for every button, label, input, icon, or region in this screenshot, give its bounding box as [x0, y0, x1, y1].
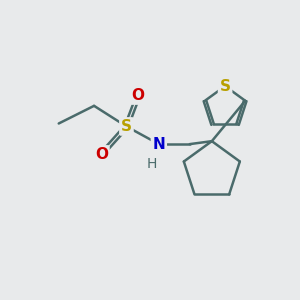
Text: O: O — [95, 147, 108, 162]
Text: S: S — [121, 119, 132, 134]
Text: H: H — [146, 157, 157, 171]
Text: N: N — [152, 136, 165, 152]
Text: O: O — [132, 88, 145, 103]
Text: S: S — [220, 79, 231, 94]
